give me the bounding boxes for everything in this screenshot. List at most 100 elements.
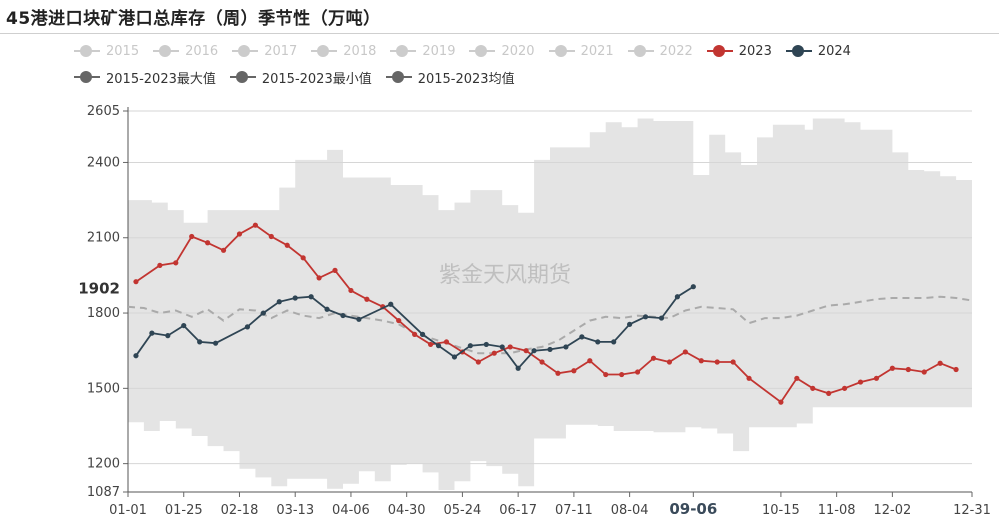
data-point-2023 bbox=[682, 349, 688, 355]
data-point-2023 bbox=[587, 358, 593, 364]
data-point-2024 bbox=[244, 324, 251, 330]
legend-label: 2021 bbox=[580, 43, 614, 59]
data-point-2024 bbox=[531, 348, 537, 354]
data-point-2024 bbox=[276, 299, 282, 305]
data-point-2023 bbox=[539, 359, 545, 365]
legend-item[interactable]: 2015-2023最小值 bbox=[229, 68, 372, 87]
data-point-2024 bbox=[595, 339, 601, 345]
legend-item[interactable]: 2015-2023均值 bbox=[385, 68, 515, 87]
y-tick-label: 2400 bbox=[87, 155, 120, 170]
legend-label: 2023 bbox=[738, 43, 772, 59]
watermark-text: 紫金天风期货 bbox=[439, 263, 571, 288]
legend-marker-icon bbox=[232, 45, 259, 57]
y-pointer-label: 1902 bbox=[78, 279, 120, 297]
x-tick-label: 08-04 bbox=[611, 503, 649, 518]
legend-marker-icon bbox=[153, 45, 180, 57]
data-point-2024 bbox=[165, 333, 171, 339]
legend-item[interactable]: 2020 bbox=[469, 43, 535, 59]
data-point-2023 bbox=[157, 262, 163, 268]
y-tick-label: 1800 bbox=[87, 306, 120, 321]
y-pointer-box bbox=[70, 275, 124, 300]
x-tick-label: 05-24 bbox=[444, 503, 482, 518]
legend-item[interactable]: 2017 bbox=[232, 44, 297, 59]
x-tick-label: 01-25 bbox=[165, 503, 203, 518]
data-point-2023 bbox=[316, 275, 322, 281]
y-tick-label: 2605 bbox=[87, 104, 120, 119]
legend-marker-icon bbox=[311, 45, 338, 57]
data-point-2024 bbox=[658, 315, 665, 321]
legend-label: 2019 bbox=[422, 43, 456, 59]
legend-item[interactable]: 2019 bbox=[390, 44, 455, 59]
legend-item[interactable]: 2015 bbox=[74, 44, 139, 59]
legend-item[interactable]: 2018 bbox=[311, 44, 376, 59]
y-tick-label: 1500 bbox=[87, 381, 120, 396]
legend-marker-icon bbox=[385, 71, 412, 83]
legend-marker-icon bbox=[74, 71, 100, 83]
legend-marker-icon bbox=[627, 45, 654, 57]
legend-item[interactable]: 2021 bbox=[548, 43, 614, 59]
data-point-2024 bbox=[435, 343, 442, 349]
legend-label: 2024 bbox=[817, 43, 851, 59]
legend-label: 2015-2023最大值 bbox=[106, 71, 216, 87]
data-point-2024 bbox=[308, 294, 314, 300]
data-point-2023 bbox=[475, 359, 481, 365]
data-point-2023 bbox=[571, 368, 577, 374]
x-tick-label: 12-02 bbox=[873, 503, 911, 518]
data-point-2023 bbox=[937, 360, 943, 366]
x-tick-label: 06-17 bbox=[499, 503, 537, 518]
legend-item[interactable]: 2015-2023最大值 bbox=[74, 68, 216, 87]
legend-item[interactable]: 2016 bbox=[153, 44, 218, 59]
data-point-2023 bbox=[173, 260, 179, 266]
data-point-2023 bbox=[603, 371, 609, 378]
data-point-2023 bbox=[714, 359, 720, 365]
chart-legend: 2015 2016 2017 2018 2019 2020 2021 2022 2023 2024… bbox=[74, 38, 984, 90]
legend-label: 2015 bbox=[106, 43, 140, 59]
legend-marker-icon bbox=[74, 45, 100, 57]
data-point-2023 bbox=[889, 365, 895, 371]
data-point-2024 bbox=[292, 295, 298, 301]
data-point-2024 bbox=[340, 312, 346, 319]
legend-marker-icon bbox=[469, 45, 496, 57]
data-point-2023 bbox=[905, 366, 911, 373]
data-point-2023 bbox=[842, 385, 848, 391]
data-point-2023 bbox=[507, 344, 513, 350]
data-point-2023 bbox=[133, 279, 139, 285]
data-point-2024 bbox=[197, 339, 203, 345]
data-point-2023 bbox=[698, 358, 704, 364]
data-point-2024 bbox=[133, 353, 139, 359]
data-point-2024 bbox=[642, 314, 649, 320]
data-point-2023 bbox=[396, 317, 402, 324]
y-tick-label: 1087 bbox=[87, 485, 120, 500]
legend-item[interactable]: 2022 bbox=[627, 44, 693, 59]
legend-label: 2020 bbox=[501, 43, 535, 59]
data-point-2024 bbox=[420, 331, 426, 337]
data-point-2023 bbox=[189, 233, 195, 240]
data-point-2024 bbox=[547, 346, 553, 353]
data-point-2023 bbox=[650, 355, 657, 361]
legend-label: 2015-2023最小值 bbox=[261, 71, 372, 87]
data-point-2024 bbox=[467, 343, 473, 349]
legend-row: 2015-2023最大值 2015-2023最小值 2015-2023均值 bbox=[74, 64, 984, 90]
data-point-2023 bbox=[220, 247, 227, 253]
data-point-2023 bbox=[634, 369, 641, 375]
data-point-2024 bbox=[181, 322, 187, 329]
x-tick-label: 12-31 bbox=[953, 503, 991, 518]
data-point-2024 bbox=[611, 339, 617, 345]
legend-item[interactable]: 2023 bbox=[706, 43, 772, 59]
data-point-2023 bbox=[412, 331, 418, 337]
data-point-2023 bbox=[746, 375, 752, 381]
data-point-2024 bbox=[260, 310, 266, 316]
data-point-2023 bbox=[555, 370, 561, 376]
data-point-2023 bbox=[953, 366, 959, 373]
legend-label: 2018 bbox=[343, 43, 377, 59]
data-point-2023 bbox=[826, 390, 832, 396]
chart-title: 45港进口块矿港口总库存（周）季节性（万吨） bbox=[6, 9, 381, 29]
legend-item[interactable]: 2024 bbox=[785, 43, 851, 59]
legend-marker-icon bbox=[229, 71, 256, 83]
data-point-2024 bbox=[451, 354, 458, 360]
legend-row: 2015 2016 2017 2018 2019 2020 2021 2022 2023 2024 bbox=[74, 38, 984, 64]
data-point-2023 bbox=[666, 359, 673, 365]
data-point-2024 bbox=[563, 344, 569, 350]
legend-label: 2017 bbox=[264, 43, 298, 59]
legend-label: 2015-2023均值 bbox=[417, 71, 515, 87]
